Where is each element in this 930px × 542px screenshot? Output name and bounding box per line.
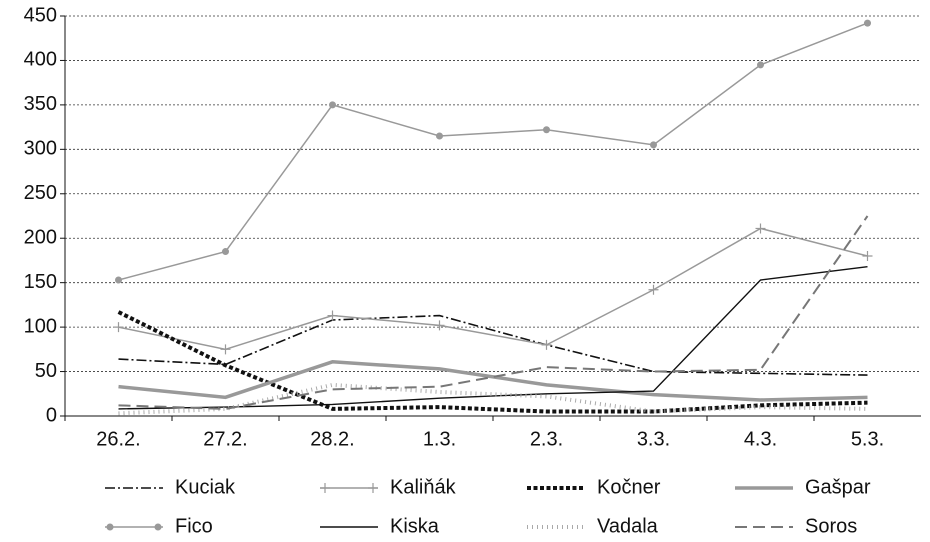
- point: [320, 483, 330, 493]
- x-tick-label: 4.3.: [744, 428, 777, 450]
- x-tick-label: 1.3.: [423, 428, 456, 450]
- point: [648, 284, 659, 295]
- y-tick-label: 150: [24, 271, 57, 293]
- legend-label: Fico: [175, 515, 213, 537]
- x-tick-label: 28.2.: [310, 428, 354, 450]
- x-tick-label: 27.2.: [203, 428, 247, 450]
- point: [113, 322, 124, 333]
- legend-label: Kiska: [390, 515, 440, 537]
- x-tick-label: 2.3.: [530, 428, 563, 450]
- x-tick-label: 26.2.: [96, 428, 140, 450]
- point: [368, 483, 378, 493]
- y-tick-label: 450: [24, 4, 57, 26]
- y-tick-label: 300: [24, 138, 57, 160]
- point: [154, 523, 162, 531]
- legend-label: Vadala: [597, 515, 659, 537]
- point: [436, 132, 443, 140]
- y-tick-label: 250: [24, 182, 57, 204]
- point: [327, 310, 338, 321]
- series-line: [118, 22, 868, 281]
- series-line: [118, 314, 868, 376]
- point: [543, 126, 550, 134]
- point: [650, 141, 657, 149]
- point: [106, 523, 114, 531]
- y-tick-label: 350: [24, 93, 57, 115]
- y-tick-label: 400: [24, 49, 57, 71]
- legend-label: Kočner: [597, 476, 661, 498]
- series-line: [118, 227, 868, 351]
- x-tick-label: 5.3.: [851, 428, 884, 450]
- point: [220, 344, 231, 355]
- legend-label: Kuciak: [175, 476, 236, 498]
- point: [434, 320, 445, 331]
- point: [862, 251, 873, 261]
- point: [115, 276, 122, 284]
- y-tick-label: 0: [46, 404, 57, 426]
- point: [755, 223, 766, 234]
- point: [329, 101, 336, 109]
- point: [541, 339, 552, 350]
- series-line: [117, 310, 868, 414]
- series-line: [118, 382, 868, 416]
- series-line: [118, 360, 868, 402]
- x-tick-label: 3.3.: [637, 428, 670, 450]
- y-tick-label: 50: [35, 360, 57, 382]
- legend-label: Gašpar: [805, 476, 871, 498]
- point: [864, 19, 871, 27]
- y-tick-label: 200: [24, 227, 57, 249]
- legend-label: Soros: [805, 515, 857, 537]
- series-line: [118, 265, 868, 410]
- legend-label: Kaliňák: [390, 476, 457, 498]
- y-tick-label: 100: [24, 315, 57, 337]
- point: [757, 61, 764, 69]
- point: [222, 248, 229, 256]
